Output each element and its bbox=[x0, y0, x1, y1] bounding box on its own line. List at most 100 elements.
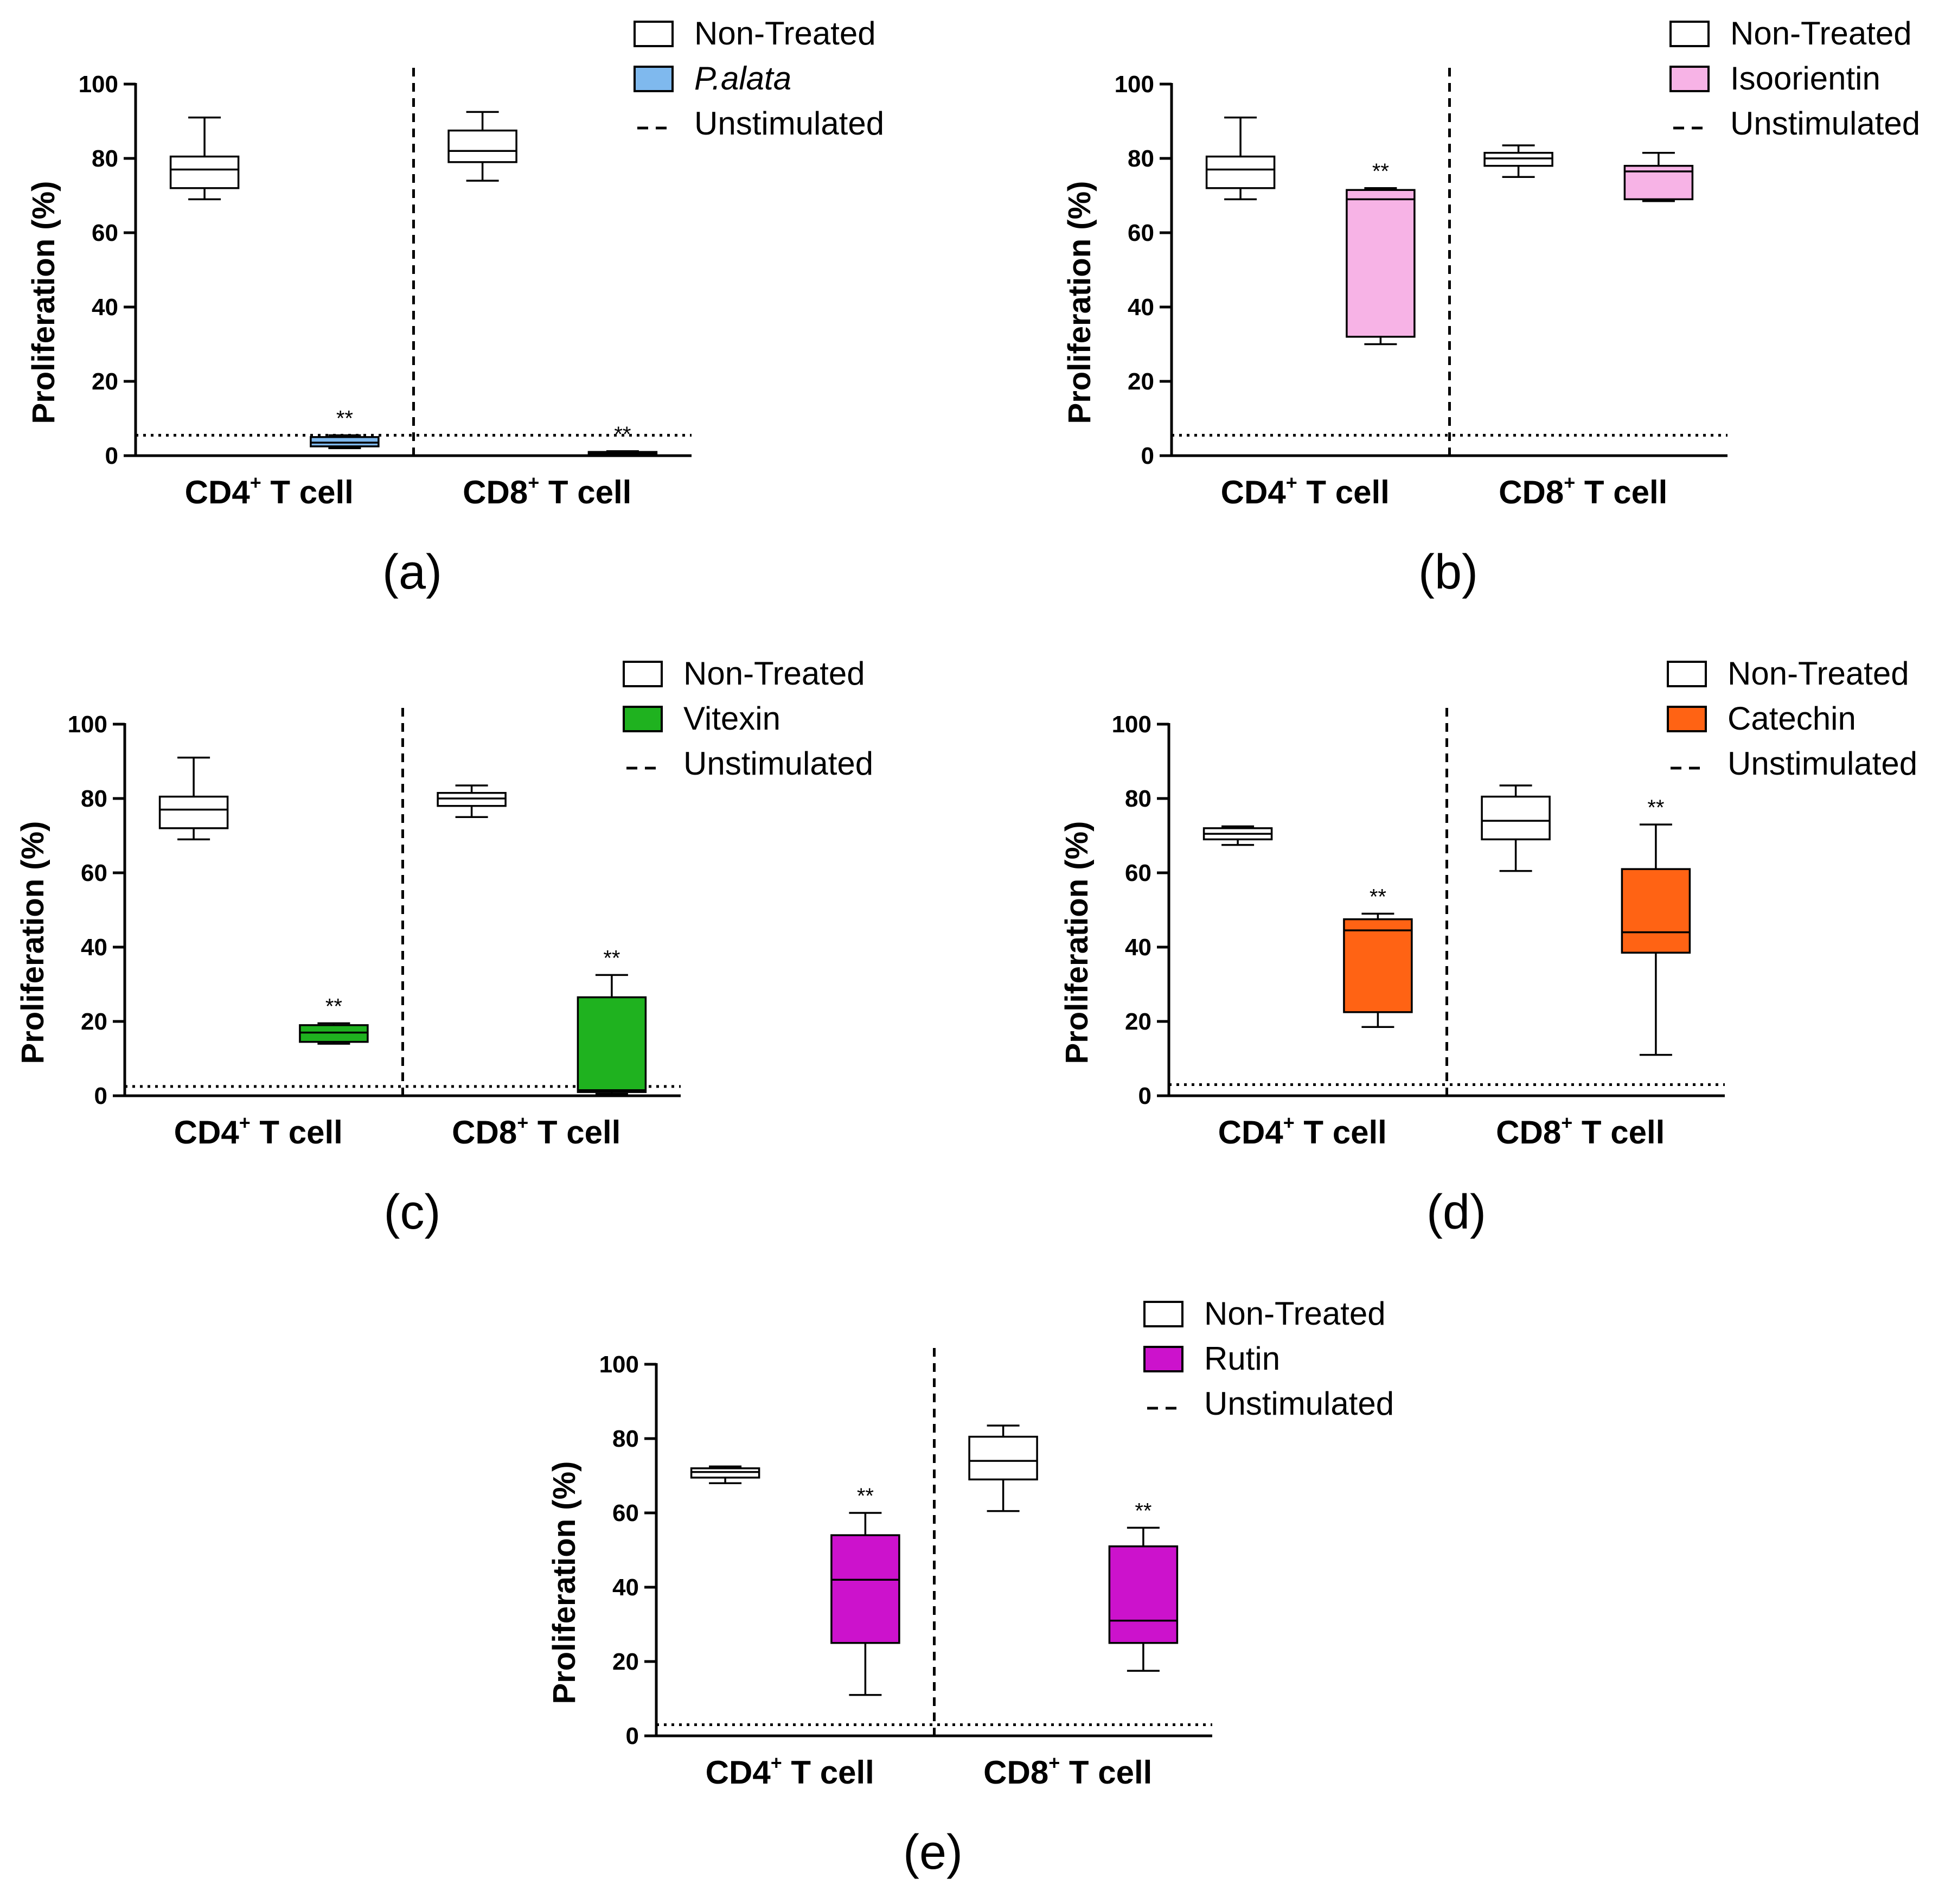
y-axis-label: Proliferation (%) bbox=[547, 1461, 582, 1704]
significance-marker: ** bbox=[614, 423, 631, 446]
box-vitexin-cd8: ** bbox=[577, 946, 647, 1095]
y-tick-label: 40 bbox=[92, 294, 118, 321]
y-tick-label: 40 bbox=[1125, 934, 1151, 961]
y-tick-label: 80 bbox=[81, 785, 107, 812]
legend-label: Non-Treated bbox=[694, 15, 876, 52]
panel-d: 0 20 40 60 80 100 Proliferation (%) CD4+ T cell… bbox=[1059, 655, 1917, 1239]
legend-swatch bbox=[1667, 706, 1707, 732]
legend-item: Non-Treated bbox=[1669, 15, 1912, 52]
legend-label: Catechin bbox=[1728, 700, 1856, 737]
box-non-treated-cd4 bbox=[169, 116, 240, 201]
box-iqr bbox=[1346, 189, 1416, 338]
box-non-treated-cd8 bbox=[1481, 784, 1551, 872]
legend-label: P.alata bbox=[694, 60, 791, 97]
y-tick-label: 20 bbox=[1125, 1008, 1151, 1035]
x-category-label: CD4+ T cell bbox=[1218, 1111, 1387, 1151]
y-tick-label: 0 bbox=[626, 1723, 639, 1749]
y-tick-label: 0 bbox=[1141, 443, 1154, 469]
y-tick-label: 40 bbox=[1128, 294, 1154, 321]
y-tick-label: 80 bbox=[1128, 145, 1154, 172]
significance-marker: ** bbox=[1647, 796, 1664, 820]
legend-item: Unstimulated bbox=[626, 745, 873, 782]
y-axis-label: Proliferation (%) bbox=[15, 821, 50, 1064]
legend-item: Vitexin bbox=[623, 700, 780, 737]
box-non-treated-cd8 bbox=[968, 1424, 1038, 1512]
y-tick-label: 100 bbox=[68, 711, 107, 738]
legend-swatch bbox=[1143, 1346, 1183, 1372]
legend-label: Non-Treated bbox=[1728, 655, 1909, 692]
legend-item: P.alata bbox=[634, 60, 791, 97]
y-axis-label: Proliferation (%) bbox=[26, 181, 61, 424]
y-tick-label: 0 bbox=[105, 443, 118, 469]
legend-item: Unstimulated bbox=[1673, 105, 1920, 142]
x-category-label: CD8+ T cell bbox=[463, 471, 631, 510]
box-iqr bbox=[447, 129, 517, 163]
y-tick-label: 100 bbox=[79, 71, 118, 98]
box-iqr bbox=[169, 155, 240, 189]
y-tick-label: 0 bbox=[94, 1083, 107, 1109]
legend-item: Unstimulated bbox=[1147, 1385, 1394, 1422]
y-tick-label: 80 bbox=[92, 145, 118, 172]
legend-swatch bbox=[623, 661, 663, 687]
legend-label: Non-Treated bbox=[1204, 1295, 1386, 1332]
panel-c: 0 20 40 60 80 100 Proliferation (%) CD4+ T cell… bbox=[15, 655, 873, 1239]
x-category-label: CD8+ T cell bbox=[983, 1752, 1152, 1791]
box-iqr bbox=[968, 1435, 1038, 1481]
legend-label: Unstimulated bbox=[1204, 1385, 1394, 1422]
panel-label: (a) bbox=[382, 545, 442, 599]
y-tick-label: 60 bbox=[612, 1500, 639, 1526]
box-vitexin-cd4: ** bbox=[299, 994, 369, 1045]
box-non-treated-cd4 bbox=[158, 756, 229, 841]
box-non-treated-cd4 bbox=[690, 1465, 760, 1484]
y-tick-label: 0 bbox=[1138, 1083, 1151, 1109]
box-non-treated-cd8 bbox=[437, 784, 507, 818]
legend-item: Unstimulated bbox=[637, 105, 884, 142]
box-isoorientin-cd8 bbox=[1623, 151, 1694, 202]
panel-a: 0 20 40 60 80 100 Proliferation (%) CD4+ T cell… bbox=[26, 15, 884, 599]
panel-label: (b) bbox=[1418, 545, 1478, 599]
legend-label: Unstimulated bbox=[1728, 745, 1917, 782]
box-catechin-cd4: ** bbox=[1343, 885, 1413, 1028]
legend-label: Rutin bbox=[1204, 1340, 1280, 1377]
y-axis-label: Proliferation (%) bbox=[1062, 181, 1097, 424]
panel-label: (e) bbox=[903, 1825, 963, 1880]
legend-label: Non-Treated bbox=[683, 655, 865, 692]
y-tick-label: 60 bbox=[1125, 860, 1151, 886]
panel-b: 0 20 40 60 80 100 Proliferation (%) CD4+ T cell… bbox=[1062, 15, 1920, 599]
y-axis-label: Proliferation (%) bbox=[1059, 821, 1095, 1064]
box-non-treated-cd8 bbox=[1483, 144, 1553, 178]
legend-swatch bbox=[1667, 661, 1707, 687]
legend-swatch bbox=[634, 66, 674, 92]
box-non-treated-cd4 bbox=[1202, 825, 1273, 846]
y-tick-label: 80 bbox=[612, 1426, 639, 1452]
legend-label: Unstimulated bbox=[683, 745, 873, 782]
legend-item: Non-Treated bbox=[1667, 655, 1909, 692]
box-p-alata-cd4: ** bbox=[310, 406, 380, 450]
y-tick-label: 40 bbox=[612, 1574, 639, 1601]
y-tick-label: 40 bbox=[81, 934, 107, 961]
legend-swatch bbox=[634, 21, 674, 47]
box-iqr bbox=[577, 996, 647, 1093]
legend-swatch bbox=[1669, 66, 1710, 92]
y-tick-label: 20 bbox=[612, 1649, 639, 1675]
significance-marker: ** bbox=[603, 946, 620, 970]
panel-label: (c) bbox=[384, 1185, 441, 1239]
y-tick-label: 60 bbox=[81, 860, 107, 886]
box-non-treated-cd8 bbox=[447, 111, 517, 182]
y-tick-label: 20 bbox=[81, 1008, 107, 1035]
x-category-label: CD8+ T cell bbox=[1496, 1111, 1665, 1151]
legend-swatch bbox=[1143, 1301, 1183, 1327]
significance-marker: ** bbox=[1370, 885, 1386, 909]
y-tick-label: 100 bbox=[599, 1351, 639, 1378]
legend-label: Unstimulated bbox=[694, 105, 884, 142]
significance-marker: ** bbox=[857, 1484, 874, 1508]
x-category-label: CD4+ T cell bbox=[185, 471, 354, 510]
x-category-label: CD4+ T cell bbox=[174, 1111, 343, 1151]
legend-label: Unstimulated bbox=[1730, 105, 1920, 142]
legend-item: Isoorientin bbox=[1669, 60, 1880, 97]
y-tick-label: 60 bbox=[1128, 220, 1154, 246]
box-non-treated-cd4 bbox=[1205, 116, 1276, 201]
legend-item: Non-Treated bbox=[1143, 1295, 1386, 1332]
significance-marker: ** bbox=[325, 994, 342, 1018]
